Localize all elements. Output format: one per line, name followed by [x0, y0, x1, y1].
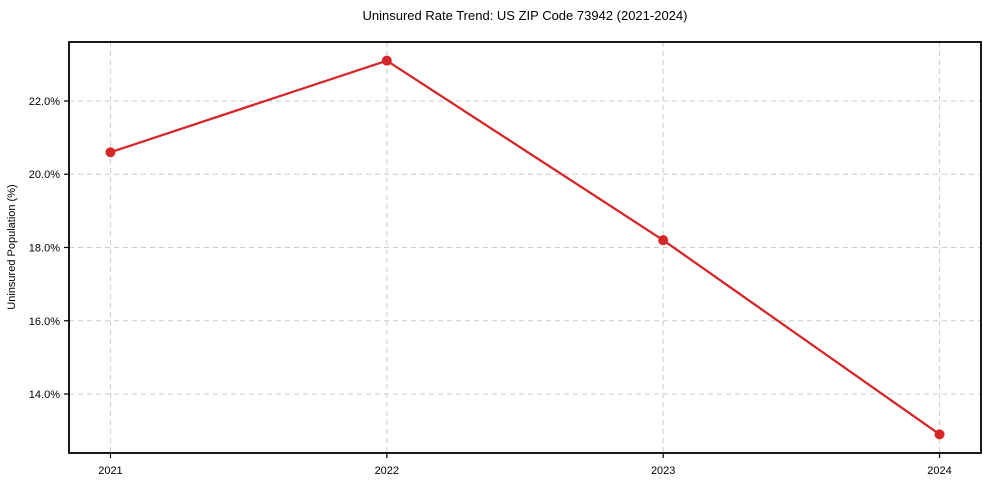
x-tick-label: 2022: [375, 465, 399, 477]
x-tick-label: 2021: [98, 465, 122, 477]
y-tick-label: 22.0%: [29, 96, 60, 108]
y-tick-label: 14.0%: [29, 389, 60, 401]
trend-line: [109, 59, 941, 436]
y-tick-label: 16.0%: [29, 316, 60, 328]
data-point-marker: [934, 429, 945, 440]
plot-border: [68, 41, 982, 454]
y-tick-label: 20.0%: [29, 169, 60, 181]
x-tick-label: 2023: [651, 465, 675, 477]
data-point-marker: [381, 55, 392, 66]
data-point-marker: [105, 147, 116, 158]
y-tick-label: 18.0%: [29, 243, 60, 255]
data-point-marker: [658, 235, 669, 246]
chart-title: Uninsured Rate Trend: US ZIP Code 73942 …: [362, 8, 688, 23]
x-tick-label: 2024: [927, 465, 951, 477]
